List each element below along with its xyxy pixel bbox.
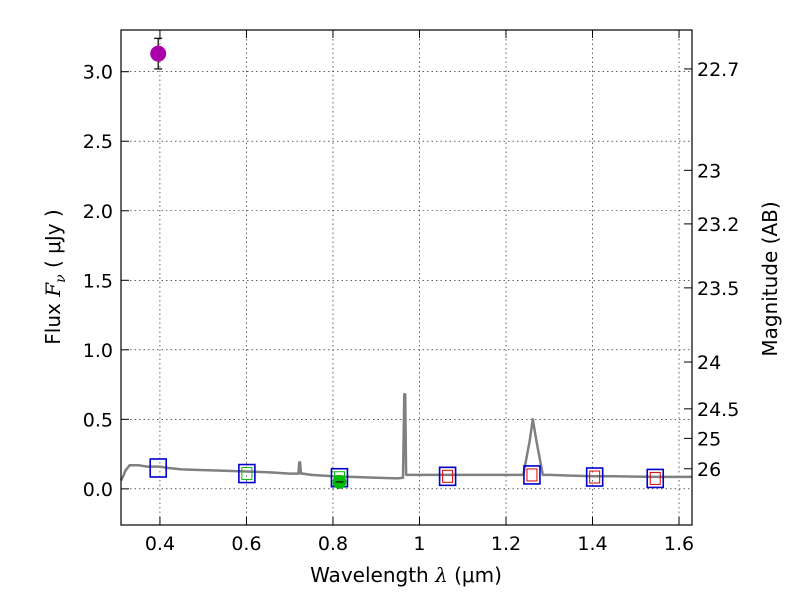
- model-band-inner-square: [241, 467, 253, 481]
- x-tick-label: 1.4: [577, 533, 607, 555]
- model-sed-line: [119, 393, 692, 482]
- model-band-inner-square: [649, 471, 661, 485]
- plot-frame: [120, 29, 693, 526]
- y2-tick-label: 23.5: [697, 278, 739, 300]
- y2-tick-label: 25: [697, 428, 721, 450]
- y2-tick-label: 24: [697, 352, 721, 374]
- y-tick-label: 0.5: [83, 409, 113, 431]
- y-tick-label: 3.0: [83, 62, 113, 84]
- x-tick-label: 0.8: [318, 533, 348, 555]
- x-axis-label-var: λ: [434, 563, 448, 587]
- y-tick-label: 2.0: [83, 201, 113, 223]
- x-tick-label: 0.4: [145, 533, 175, 555]
- model-band-square: [149, 458, 168, 478]
- model-band-square: [438, 466, 457, 487]
- model-band-square: [585, 467, 604, 487]
- y2-tick-label: 23.2: [697, 214, 739, 236]
- model-band-inner-square: [589, 470, 601, 484]
- grid-lines: [121, 30, 692, 525]
- y2-tick-label: 26: [697, 459, 721, 481]
- x-tick-label: 1: [413, 533, 425, 555]
- x-axis-label-unit: (μm): [448, 563, 502, 587]
- axis-ticks: 0.4 0.6 0.8 1 1.2 1.4 1.6 0.0 0.5 1.0 1.5 2.0 2.5 3.0…: [83, 30, 739, 555]
- y-tick-label: 1.0: [83, 340, 113, 362]
- y2-tick-label: 24.5: [697, 399, 739, 421]
- observed-point: [150, 45, 167, 62]
- y-tick-label: 0.0: [83, 479, 113, 501]
- x-axis-label-prefix: Wavelength: [310, 563, 435, 587]
- model-band-square: [523, 465, 541, 485]
- y2-tick-label: 23: [697, 160, 721, 182]
- x-tick-label: 0.6: [231, 533, 261, 555]
- x-tick-label: 1.6: [664, 533, 694, 555]
- x-tick-label: 1.2: [491, 533, 521, 555]
- y-tick-label: 1.5: [83, 270, 113, 292]
- model-band-inner-square: [526, 468, 538, 482]
- model-band-square: [238, 463, 256, 484]
- y-axis-label-unit: ( μJy ): [41, 209, 65, 274]
- x-axis-label: Wavelength λ (μm): [310, 563, 502, 587]
- model-band-inner-square: [442, 469, 454, 483]
- y-tick-label: 2.5: [83, 131, 113, 153]
- y2-tick-label: 22.7: [697, 59, 739, 81]
- y-axis-label-sub: ν: [53, 274, 69, 283]
- observed-points: [150, 37, 347, 489]
- y-axis-label-var: F: [41, 282, 65, 298]
- y-axis-label-prefix: Flux: [41, 297, 65, 345]
- model-band-square: [646, 468, 665, 489]
- model-sed-layer: [119, 393, 692, 482]
- y2-axis-label: Magnitude (AB): [758, 201, 782, 356]
- y-axis-label: Flux Fν ( μJy ): [41, 209, 69, 344]
